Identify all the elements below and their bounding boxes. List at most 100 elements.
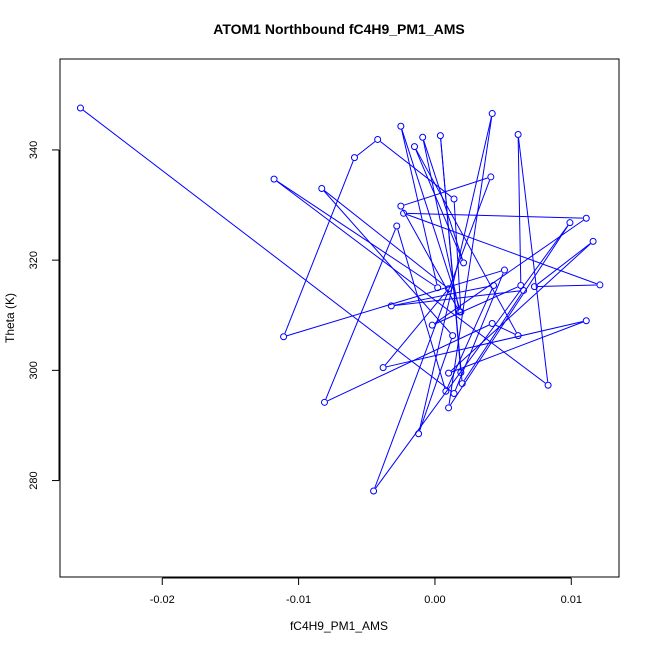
y-axis: 280 300 320 340 bbox=[28, 141, 60, 490]
series-segment bbox=[397, 229, 446, 389]
series-segment bbox=[82, 109, 452, 392]
data-point bbox=[500, 266, 508, 274]
series-segment bbox=[386, 321, 583, 368]
data-point bbox=[460, 259, 468, 267]
data-point bbox=[415, 430, 423, 438]
data-point bbox=[514, 130, 522, 138]
series-segment bbox=[450, 243, 591, 372]
data-point bbox=[318, 185, 326, 192]
y-tick-label: 320 bbox=[28, 251, 40, 269]
data-point bbox=[370, 487, 378, 495]
data-point bbox=[445, 285, 453, 293]
series-segment bbox=[537, 284, 597, 288]
data-point bbox=[488, 110, 496, 118]
series-segment bbox=[401, 129, 438, 285]
series-segment bbox=[394, 290, 521, 306]
series-segment bbox=[495, 324, 516, 335]
data-point bbox=[442, 387, 450, 395]
series-segment bbox=[375, 225, 569, 489]
series-segment bbox=[415, 149, 463, 260]
y-tick-label: 300 bbox=[28, 361, 40, 379]
series-segment bbox=[423, 140, 463, 260]
data-point bbox=[530, 283, 538, 291]
series-segment bbox=[286, 270, 502, 337]
data-point bbox=[350, 154, 358, 162]
x-tick-label: 0.00 bbox=[424, 594, 445, 606]
y-tick-label: 280 bbox=[28, 471, 40, 489]
data-point bbox=[76, 104, 84, 112]
series-segment bbox=[325, 229, 396, 400]
x-tick-label: -0.01 bbox=[286, 594, 311, 606]
series-segment bbox=[384, 291, 447, 366]
series-segment bbox=[440, 139, 462, 370]
series-segment bbox=[446, 288, 493, 389]
data-point bbox=[589, 237, 597, 245]
data-point bbox=[410, 143, 418, 151]
series-segment bbox=[327, 324, 490, 402]
data-point bbox=[436, 132, 444, 140]
data-point bbox=[397, 202, 405, 210]
data-point bbox=[582, 214, 590, 222]
data-point bbox=[490, 281, 498, 289]
series-segment bbox=[451, 321, 584, 373]
series-segment bbox=[448, 116, 493, 405]
series-segment bbox=[284, 160, 354, 334]
data-point bbox=[455, 308, 463, 316]
data-point bbox=[544, 381, 552, 389]
data-point bbox=[387, 302, 395, 310]
series-segment bbox=[418, 116, 492, 431]
chart-title: ATOM1 Northbound fC4H9_PM1_AMS bbox=[213, 21, 465, 37]
series-segment bbox=[463, 293, 523, 381]
data-point bbox=[596, 281, 604, 289]
series-segment bbox=[374, 180, 491, 488]
data-point bbox=[457, 369, 465, 377]
data-point bbox=[487, 173, 495, 181]
data-point bbox=[520, 286, 528, 294]
data-point bbox=[428, 321, 436, 329]
data-point bbox=[379, 364, 387, 372]
data-point bbox=[321, 398, 329, 406]
series-segment bbox=[356, 141, 376, 156]
data-point bbox=[450, 195, 458, 203]
x-axis: -0.02 -0.01 0.00 0.01 bbox=[150, 577, 582, 606]
data-point bbox=[434, 284, 442, 292]
data-point bbox=[280, 333, 288, 341]
plot-frame bbox=[59, 58, 620, 578]
x-tick-label: -0.02 bbox=[150, 594, 175, 606]
series-segment bbox=[404, 177, 488, 206]
series-segment bbox=[394, 285, 491, 306]
data-point bbox=[393, 222, 401, 230]
data-point bbox=[374, 135, 382, 143]
data-point bbox=[270, 175, 278, 183]
data-point bbox=[400, 209, 408, 217]
series-segment bbox=[450, 225, 569, 406]
series-segment bbox=[406, 214, 597, 285]
y-axis-label: Theta (K) bbox=[3, 293, 17, 343]
series-segment bbox=[324, 190, 447, 288]
series-segment bbox=[401, 129, 461, 309]
series-segment bbox=[517, 137, 522, 282]
y-tick-label: 340 bbox=[28, 141, 40, 159]
data-point bbox=[450, 389, 458, 397]
data-point bbox=[458, 380, 466, 388]
data-point bbox=[397, 122, 405, 130]
series-segment bbox=[276, 180, 546, 384]
data-point bbox=[419, 133, 427, 141]
series-segment bbox=[323, 190, 451, 334]
data-point bbox=[445, 369, 453, 377]
x-tick-label: 0.01 bbox=[561, 594, 582, 606]
series-segment bbox=[518, 137, 549, 382]
data-point bbox=[449, 332, 457, 340]
data-point bbox=[566, 219, 574, 227]
series-segment bbox=[419, 338, 452, 431]
series-segment bbox=[407, 212, 583, 219]
series-segment bbox=[536, 243, 591, 285]
x-axis-label: fC4H9_PM1_AMS bbox=[290, 619, 388, 633]
data-point bbox=[582, 317, 590, 325]
series-segment bbox=[415, 149, 517, 333]
series-segment bbox=[276, 180, 436, 287]
data-point bbox=[445, 404, 453, 412]
data-series bbox=[76, 104, 604, 495]
data-point bbox=[488, 320, 496, 328]
